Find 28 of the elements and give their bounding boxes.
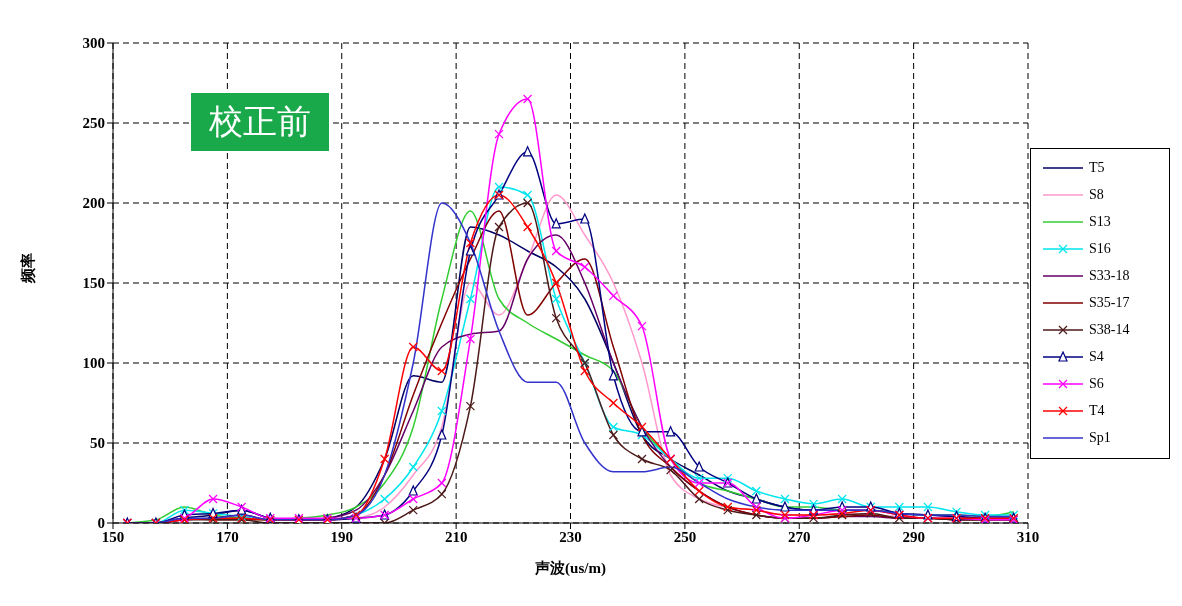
legend-label: S16: [1089, 241, 1111, 257]
y-tick-label: 150: [82, 275, 105, 292]
x-tick-label: 270: [788, 528, 811, 545]
y-tick-label: 200: [82, 195, 105, 212]
x-tick-label: 290: [902, 528, 925, 545]
y-tick-label: 50: [90, 435, 105, 452]
legend-label: S35-17: [1089, 295, 1130, 311]
y-tick-label: 100: [82, 355, 105, 372]
x-tick-label: 310: [1016, 528, 1040, 545]
legend-label: S13: [1089, 214, 1111, 230]
x-tick-label: 210: [444, 528, 468, 545]
y-tick-label: 300: [82, 35, 105, 52]
legend-label: S33-18: [1089, 268, 1130, 284]
x-axis-title: 声波(us/m): [534, 560, 606, 577]
legend-label: T5: [1089, 160, 1105, 176]
y-tick-label: 250: [82, 115, 105, 132]
legend-label: S8: [1089, 187, 1104, 203]
legend-label: Sp1: [1089, 430, 1111, 446]
legend-label: S4: [1089, 349, 1104, 365]
x-tick-label: 170: [216, 528, 239, 545]
legend-label: S38-14: [1089, 322, 1130, 338]
x-tick-label: 190: [330, 528, 353, 545]
annotation: 校正前: [191, 93, 329, 151]
x-tick-label: 230: [559, 528, 582, 545]
legend-label: S6: [1089, 376, 1104, 392]
x-tick-label: 250: [673, 528, 697, 545]
y-axis-title: 频率: [19, 253, 37, 284]
legend-label: T4: [1089, 403, 1105, 419]
